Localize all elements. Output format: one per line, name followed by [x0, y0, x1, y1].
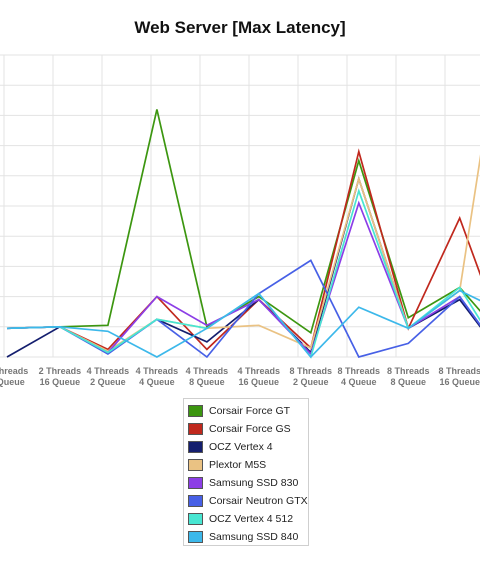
legend-item: OCZ Vertex 4 512	[188, 510, 308, 528]
legend-item: OCZ Vertex 4	[188, 438, 308, 456]
series-line	[6, 289, 480, 359]
x-tick-label: 8 Queue	[391, 377, 427, 387]
legend-label: Corsair Force GS	[209, 423, 291, 435]
x-tick-label: 16 Queue	[439, 377, 480, 387]
legend-item: Samsung SSD 830	[188, 474, 308, 492]
grid-lines	[0, 54, 480, 358]
legend-item: Corsair Force GT	[188, 402, 308, 420]
legend-swatch	[188, 477, 203, 489]
x-tick-label: 8 Threads	[338, 366, 381, 376]
x-tick-label: 8 Threads	[438, 366, 480, 376]
legend-item: Plextor M5S	[188, 456, 308, 474]
legend-swatch	[188, 513, 203, 525]
series-line	[6, 200, 480, 356]
legend-swatch	[188, 441, 203, 453]
legend-label: Samsung SSD 840	[209, 531, 299, 543]
legend-label: OCZ Vertex 4	[209, 441, 273, 453]
x-tick-label: 8 Threads	[289, 366, 332, 376]
legend: Corsair Force GT Corsair Force GS OCZ Vert…	[183, 398, 309, 546]
legend-label: Samsung SSD 830	[209, 477, 299, 489]
x-tick-label: 4 Threads	[87, 366, 130, 376]
x-tick-label: 2 Queue	[90, 377, 126, 387]
legend-swatch	[188, 405, 203, 417]
legend-label: Plextor M5S	[209, 459, 267, 471]
x-tick-label: 2 Threads	[39, 366, 82, 376]
chart-title: Web Server [Max Latency]	[134, 18, 346, 37]
x-tick-label: 8 Threads	[387, 366, 430, 376]
x-tick-label: 16 Queue	[239, 377, 280, 387]
legend-item: Corsair Neutron GTX	[188, 492, 308, 510]
legend-swatch	[188, 531, 203, 543]
legend-swatch	[188, 459, 203, 471]
series-line	[6, 154, 480, 352]
x-tick-label: 16 Queue	[40, 377, 81, 387]
x-tick-label: 8 Queue	[189, 377, 225, 387]
legend-swatch	[188, 423, 203, 435]
x-tick-label: 2 Queue	[293, 377, 329, 387]
legend-item: Corsair Force GS	[188, 420, 308, 438]
legend-label: Corsair Neutron GTX	[209, 495, 308, 507]
legend-item: Samsung SSD 840	[188, 528, 308, 546]
legend-label: Corsair Force GT	[209, 405, 291, 417]
x-tick-label: 4 Queue	[139, 377, 175, 387]
x-tick-label: 4 Threads	[136, 366, 179, 376]
x-tick-label: 1 Threads	[0, 366, 28, 376]
legend-label: OCZ Vertex 4 512	[209, 513, 294, 525]
series-lines	[6, 109, 480, 359]
series-line	[6, 109, 480, 335]
series-line	[6, 259, 480, 359]
series-line	[6, 148, 480, 351]
series-line	[6, 188, 480, 359]
x-tick-label: 4 Queue	[341, 377, 377, 387]
x-tick-label: 4 Threads	[238, 366, 281, 376]
x-tick-label: 8 Queue	[0, 377, 25, 387]
x-tick-label: 4 Threads	[186, 366, 229, 376]
legend-swatch	[188, 495, 203, 507]
